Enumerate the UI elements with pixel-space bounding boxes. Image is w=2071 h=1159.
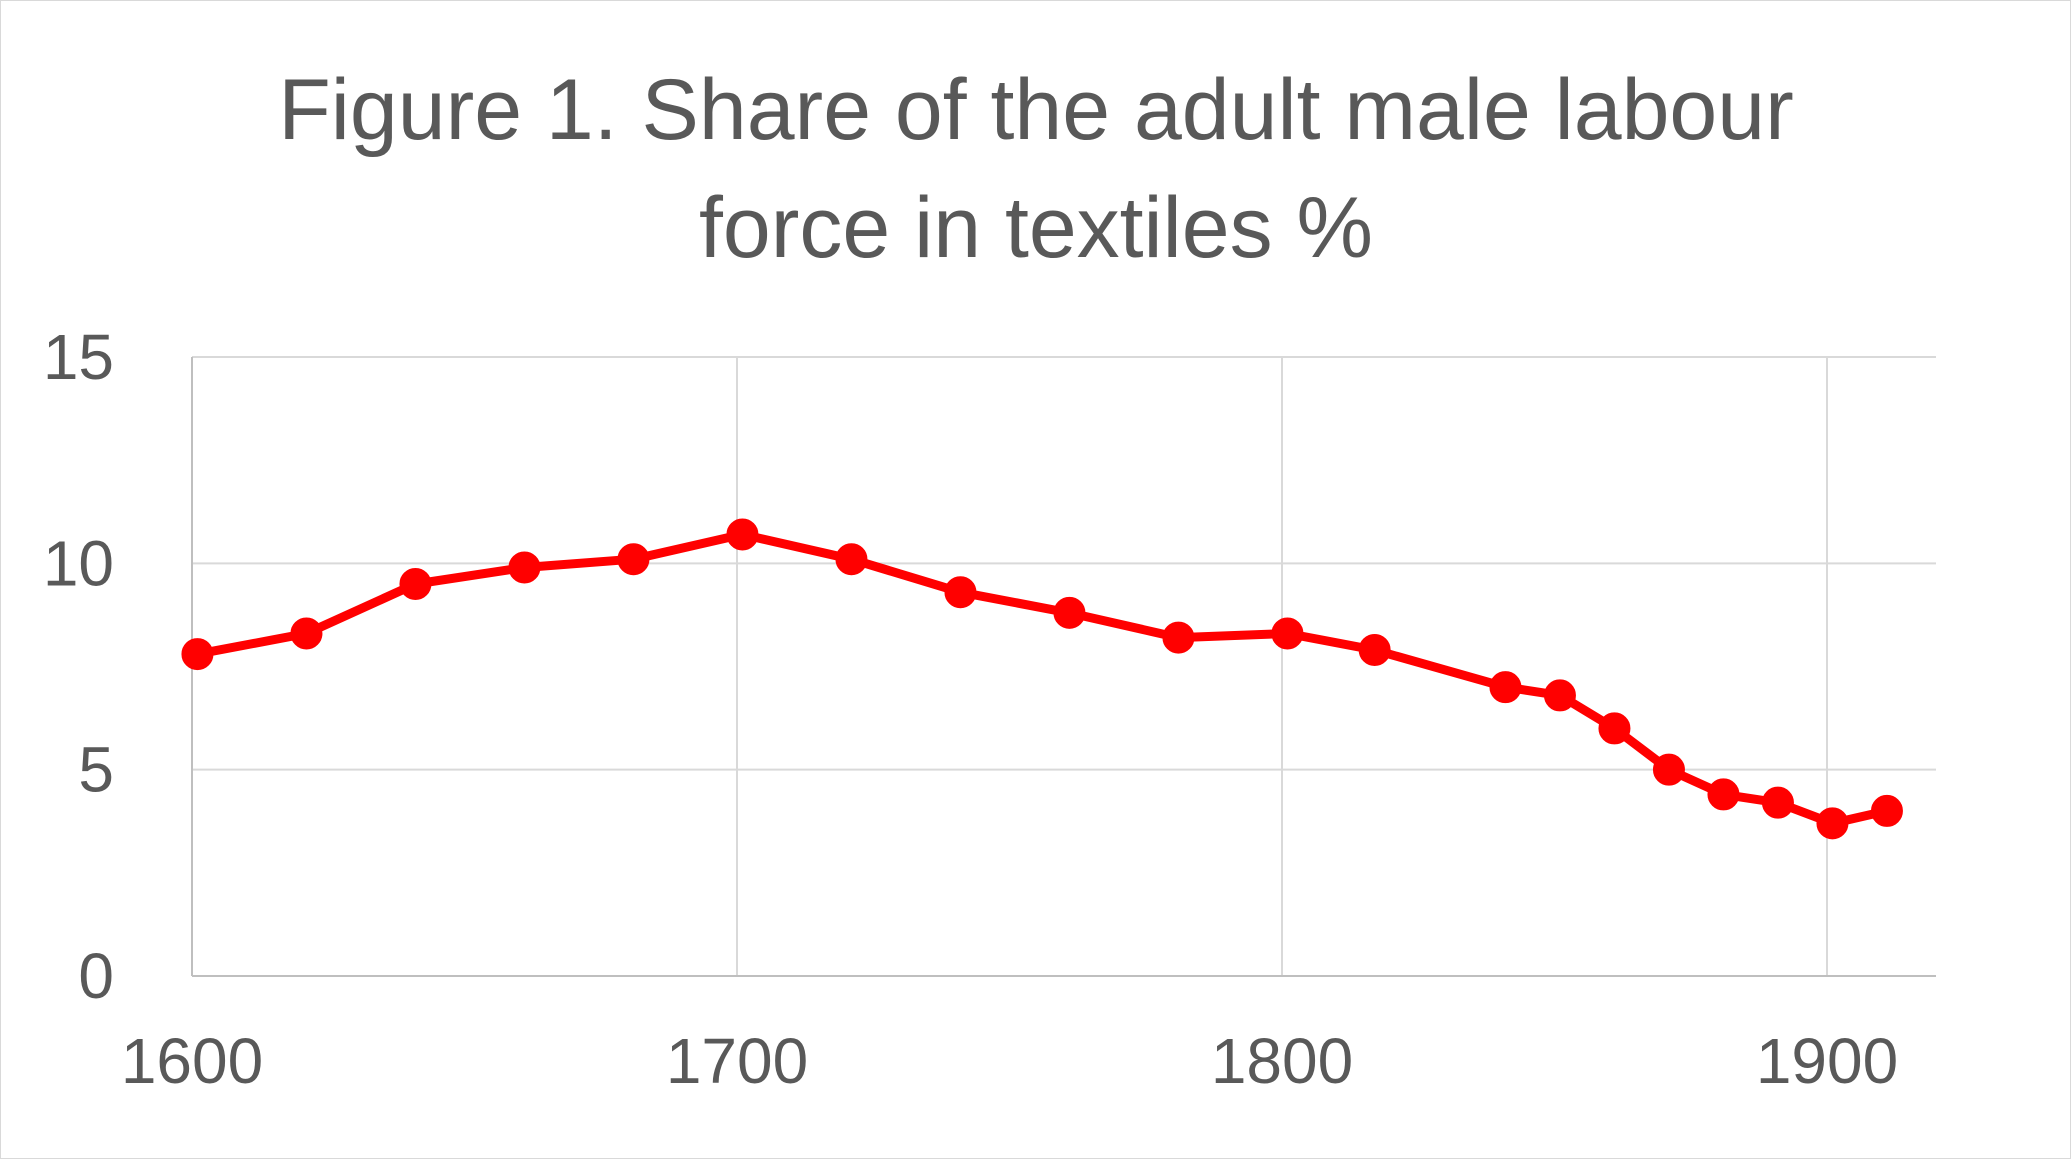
- data-point: [1598, 712, 1631, 745]
- data-point: [1707, 778, 1740, 811]
- tick-labels: 0 5 10 15 1600 1700 1800 1900: [43, 321, 1898, 1097]
- data-point: [1543, 679, 1576, 712]
- data-point: [508, 551, 541, 584]
- data-point: [1053, 596, 1086, 629]
- x-tick-label: 1800: [1211, 1025, 1353, 1097]
- data-point: [1358, 633, 1391, 666]
- data-point: [1870, 794, 1903, 827]
- y-tick-label: 10: [43, 527, 114, 599]
- data-point: [1816, 807, 1849, 840]
- chart-title: Figure 1. Share of the adult male labour…: [278, 62, 1794, 276]
- x-tick-label: 1900: [1756, 1025, 1898, 1097]
- data-point: [617, 543, 650, 576]
- axes: [191, 357, 1936, 977]
- y-tick-label: 5: [78, 734, 114, 806]
- data-point: [1761, 786, 1794, 819]
- data-point: [1271, 617, 1304, 650]
- x-tick-label: 1700: [666, 1025, 808, 1097]
- data-point: [835, 543, 868, 576]
- series-line: [192, 529, 1892, 828]
- data-point: [1489, 671, 1522, 704]
- data-point: [1162, 621, 1195, 654]
- data-point: [290, 617, 323, 650]
- y-tick-label: 15: [43, 321, 114, 393]
- data-point: [181, 638, 214, 671]
- gridlines: [192, 356, 1936, 976]
- data-point: [726, 518, 759, 551]
- data-point: [399, 567, 432, 600]
- data-point: [944, 576, 977, 609]
- x-tick-label: 1600: [121, 1025, 263, 1097]
- data-series: [181, 518, 1903, 840]
- y-tick-label: 0: [78, 940, 114, 1012]
- data-point: [1652, 753, 1685, 786]
